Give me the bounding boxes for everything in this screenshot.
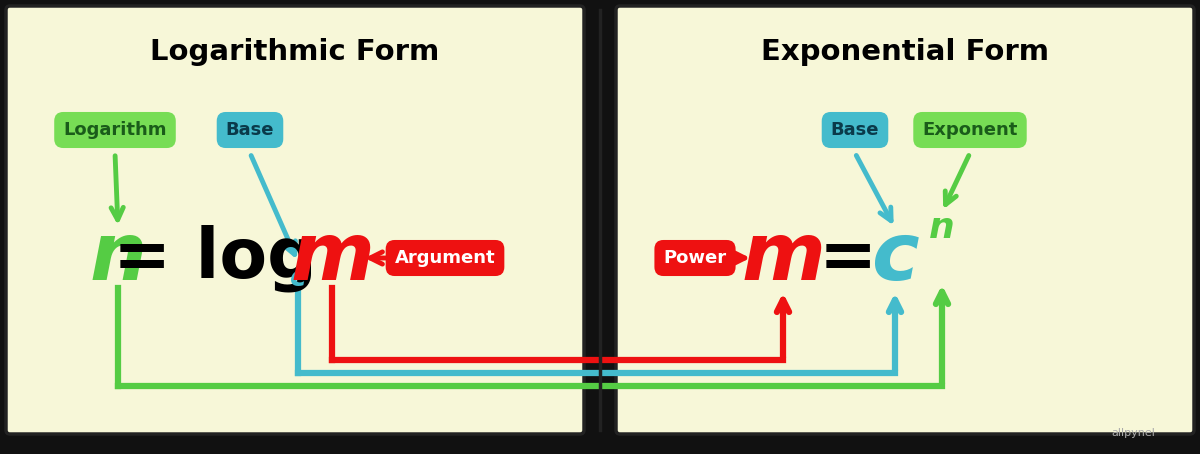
Text: n: n xyxy=(89,219,146,297)
Text: m: m xyxy=(290,219,374,297)
Text: n: n xyxy=(929,211,955,245)
FancyBboxPatch shape xyxy=(616,6,1194,434)
Text: Base: Base xyxy=(226,121,275,139)
Text: Logarithm: Logarithm xyxy=(64,121,167,139)
Text: Exponent: Exponent xyxy=(923,121,1018,139)
Text: Argument: Argument xyxy=(395,249,496,267)
Text: Exponential Form: Exponential Form xyxy=(761,38,1049,66)
Text: Base: Base xyxy=(830,121,880,139)
Text: c: c xyxy=(871,219,919,297)
Text: m: m xyxy=(742,219,824,297)
Text: c: c xyxy=(289,264,306,292)
Text: Logarithmic Form: Logarithmic Form xyxy=(150,38,439,66)
Text: =: = xyxy=(818,224,877,291)
Text: = log: = log xyxy=(113,224,317,292)
Text: Power: Power xyxy=(664,249,726,267)
FancyBboxPatch shape xyxy=(6,6,584,434)
Text: allpynel: allpynel xyxy=(1111,428,1154,438)
